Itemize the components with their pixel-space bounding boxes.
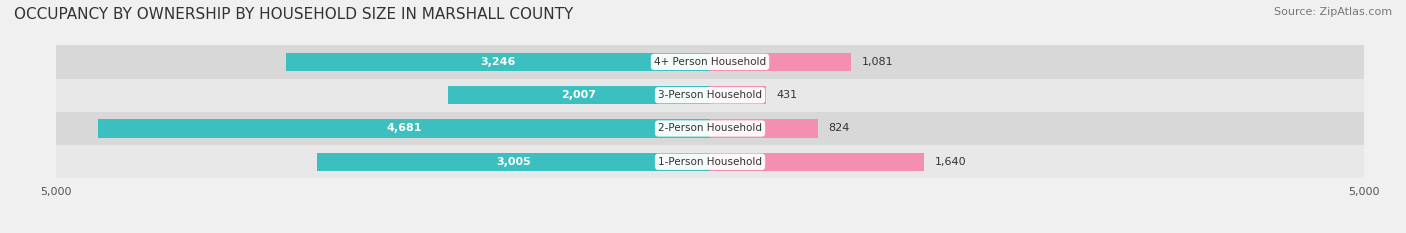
Text: 1-Person Household: 1-Person Household xyxy=(658,157,762,167)
Bar xyxy=(56,45,1364,79)
Text: 2-Person Household: 2-Person Household xyxy=(658,123,762,134)
Text: 2,007: 2,007 xyxy=(561,90,596,100)
Text: 4,681: 4,681 xyxy=(387,123,422,134)
Text: Source: ZipAtlas.com: Source: ZipAtlas.com xyxy=(1274,7,1392,17)
Text: 1,081: 1,081 xyxy=(862,57,893,67)
Bar xyxy=(710,53,852,71)
Text: 3-Person Household: 3-Person Household xyxy=(658,90,762,100)
Text: 1,640: 1,640 xyxy=(935,157,966,167)
Bar xyxy=(710,86,766,104)
Bar xyxy=(447,86,710,104)
Text: 3,005: 3,005 xyxy=(496,157,531,167)
Text: 4+ Person Household: 4+ Person Household xyxy=(654,57,766,67)
Bar xyxy=(56,112,1364,145)
Bar xyxy=(318,153,710,171)
Bar xyxy=(98,119,710,138)
Bar xyxy=(56,145,1364,178)
Text: 431: 431 xyxy=(778,90,799,100)
Text: 824: 824 xyxy=(828,123,849,134)
Text: OCCUPANCY BY OWNERSHIP BY HOUSEHOLD SIZE IN MARSHALL COUNTY: OCCUPANCY BY OWNERSHIP BY HOUSEHOLD SIZE… xyxy=(14,7,574,22)
Bar xyxy=(56,79,1364,112)
Bar xyxy=(285,53,710,71)
Bar xyxy=(710,119,818,138)
Bar xyxy=(710,153,925,171)
Text: 3,246: 3,246 xyxy=(479,57,516,67)
